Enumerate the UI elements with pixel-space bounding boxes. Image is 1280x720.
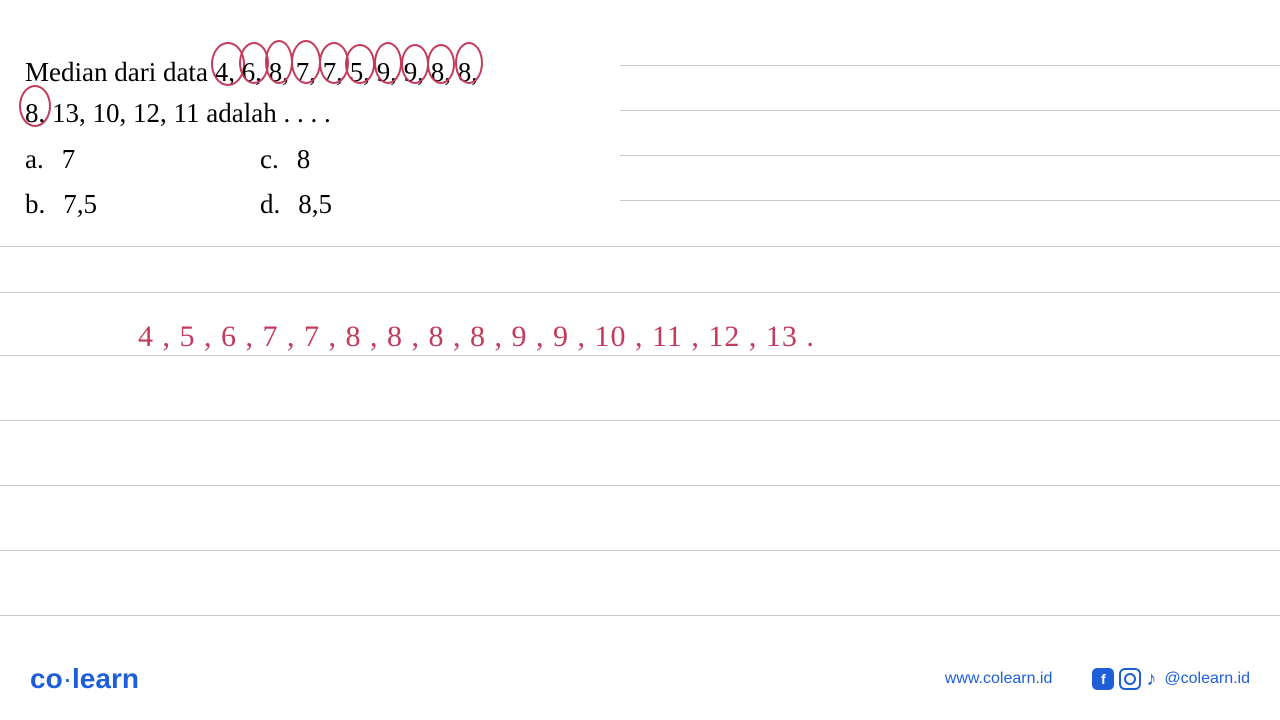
option-value: 8: [297, 139, 311, 180]
data-numbers-line2: 8, 13, 10, 12, 11: [25, 98, 206, 128]
footer: co·learn www.colearn.id f ♪ @colearn.id: [0, 663, 1280, 695]
option-letter: b.: [25, 184, 45, 225]
social-handle: @colearn.id: [1164, 670, 1250, 688]
option-value: 8,5: [298, 184, 332, 225]
tiktok-icon: ♪: [1146, 668, 1156, 691]
circled-number: 8: [431, 52, 445, 93]
circled-number: 9: [377, 52, 391, 93]
website-url: www.colearn.id: [945, 670, 1053, 688]
logo-text-learn: learn: [72, 663, 139, 694]
circled-number: 7: [296, 52, 310, 93]
question-line-1: Median dari data 4, 6, 8, 7, 7, 5, 9, 9,…: [25, 52, 625, 93]
option-letter: a.: [25, 139, 44, 180]
circled-number: 7: [323, 52, 337, 93]
circled-number: 6: [242, 52, 256, 93]
circled-number: 4: [215, 52, 229, 93]
footer-right: www.colearn.id f ♪ @colearn.id: [945, 668, 1250, 691]
option-letter: d.: [260, 184, 280, 225]
logo-text-co: co: [30, 663, 63, 694]
option-value: 7: [62, 139, 76, 180]
answer-option: b. 7,5: [25, 184, 230, 225]
social-icons-group: f ♪: [1092, 668, 1156, 691]
colearn-logo: co·learn: [30, 663, 139, 695]
data-numbers-line1: 4, 6, 8, 7, 7, 5, 9, 9, 8, 8,: [215, 57, 478, 87]
instagram-icon: [1119, 668, 1141, 690]
answer-option: c. 8: [260, 139, 465, 180]
option-value: 7,5: [63, 184, 97, 225]
answer-options: a. 7 c. 8 b. 7,5 d. 8,5: [25, 139, 465, 224]
circled-number: 8: [269, 52, 283, 93]
handwritten-sorted-data: 4 , 5 , 6 , 7 , 7 , 8 , 8 , 8 , 8 , 9 , …: [138, 320, 815, 354]
logo-dot: ·: [63, 663, 72, 694]
circled-number: 9: [404, 52, 418, 93]
question-line-2: 8, 13, 10, 12, 11 adalah . . . .: [25, 93, 625, 134]
option-letter: c.: [260, 139, 279, 180]
facebook-icon: f: [1092, 668, 1114, 690]
question-block: Median dari data 4, 6, 8, 7, 7, 5, 9, 9,…: [25, 52, 625, 224]
question-suffix: adalah . . . .: [206, 98, 330, 128]
circled-number: 8: [458, 52, 472, 93]
answer-option: d. 8,5: [260, 184, 465, 225]
question-prefix: Median dari data: [25, 57, 208, 87]
answer-option: a. 7: [25, 139, 230, 180]
social-links: f ♪ @colearn.id: [1092, 668, 1250, 691]
circled-number: 8: [25, 93, 39, 134]
circled-number: 5: [350, 52, 364, 93]
